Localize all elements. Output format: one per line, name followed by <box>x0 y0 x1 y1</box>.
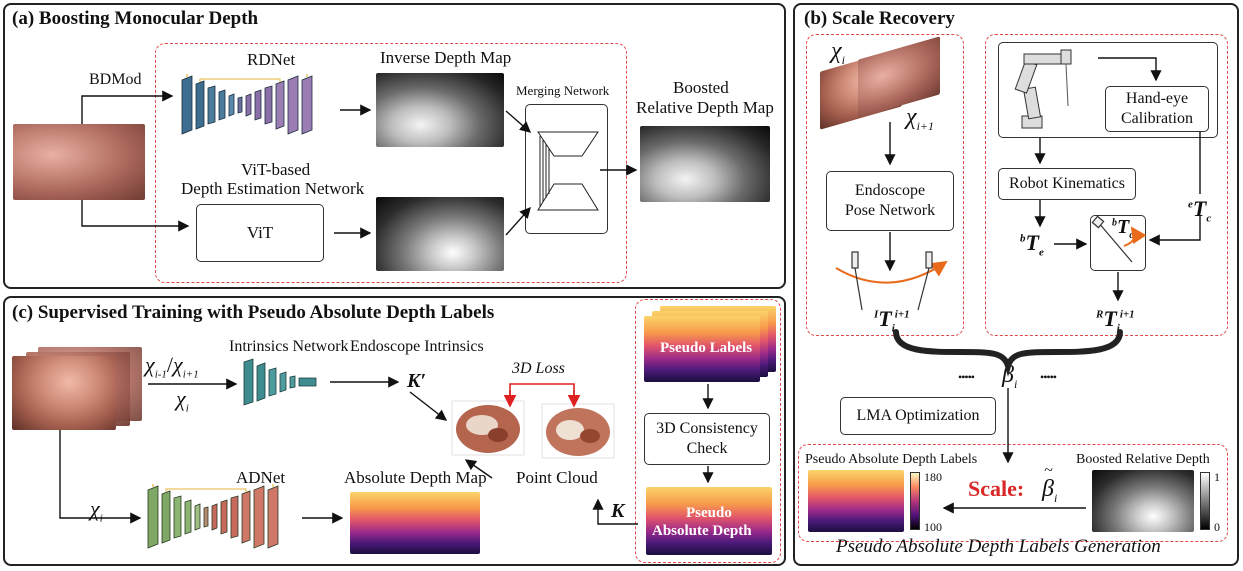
pose-dashed-region <box>806 34 964 336</box>
cbar1-max: 180 <box>924 470 942 484</box>
panel-scale-recovery <box>793 3 1239 566</box>
pseudo-abs-labels-caption: Pseudo Absolute Depth Labels <box>805 452 978 467</box>
robot-kinematics-box: Robot Kinematics <box>998 168 1136 200</box>
frame-i-label: χi <box>831 38 845 67</box>
adnet-network-icon <box>147 484 279 549</box>
boosted-relative-depth-image <box>640 126 770 202</box>
hand-eye-calibration-box: Hand-eye Calibration <box>1105 86 1209 132</box>
boosted-relative-colorbar <box>1200 472 1210 530</box>
vit-network-label-line2: Depth Estimation Network <box>181 179 365 198</box>
dots-right: ••••• <box>1040 370 1057 384</box>
endoscope-pose-network-box: Endoscope Pose Network <box>826 171 954 231</box>
panel-b-title: (b) Scale Recovery <box>804 8 955 29</box>
point-cloud-label: Point Cloud <box>516 468 598 487</box>
frame-i1-label: χi+1 <box>906 104 934 133</box>
pseudo-abs-depth-line2: Absolute Depth <box>652 523 752 539</box>
panel-a-dashed-region <box>155 43 627 283</box>
vit-box: ViT <box>196 204 324 262</box>
rdnet-network-icon <box>181 74 313 135</box>
merging-network-label: Merging Network <box>516 83 610 98</box>
consistency-check-box: 3D Consistency Check <box>644 413 770 465</box>
absolute-depth-map-label: Absolute Depth Map <box>344 468 487 487</box>
ITi-label: ITii+1 <box>874 306 910 335</box>
point-cloud-icon-left <box>451 400 525 456</box>
pseudo-abs-depth-image <box>808 470 904 532</box>
lma-optimization-box: LMA Optimization <box>840 397 996 435</box>
boosted-relative-caption: Boosted Relative Depth <box>1076 452 1210 467</box>
vit-network-label-line1: ViT-based <box>241 160 311 179</box>
eTc-label: eTc <box>1188 196 1212 225</box>
boosted-label-line2: Relative Depth Map <box>636 98 774 117</box>
panel-c-title: (c) Supervised Training with Pseudo Abso… <box>12 302 495 323</box>
absolute-depth-map-image <box>350 492 480 554</box>
pseudo-abs-depth-line1: Pseudo <box>686 505 732 521</box>
cbar1-min: 100 <box>924 520 942 534</box>
RTi-label: RTii+1 <box>1096 306 1135 335</box>
merging-network-icon <box>537 131 599 211</box>
panel-boosting-monocular-depth <box>3 3 786 289</box>
boosted-relative-image <box>1092 470 1194 532</box>
rdnet-label: RDNet <box>247 50 296 69</box>
dots-left: ••••• <box>958 370 975 384</box>
cbar2-min: 0 <box>1214 520 1220 534</box>
loss-3d-label: 3D Loss <box>512 360 565 377</box>
pseudo-absolute-depth-image <box>646 487 772 555</box>
x-pair-label: χi-1/χi+1 <box>145 352 199 381</box>
robot-dashed-region <box>985 34 1228 336</box>
beta-tilde-label: ~ βi <box>1042 462 1058 505</box>
pseudo-labels-caption: Pseudo Labels <box>660 340 753 356</box>
pseudo-abs-colorbar <box>910 472 920 530</box>
panel-supervised-training <box>3 296 786 566</box>
label-generation-dashed-region <box>798 444 1228 542</box>
pseudo-label-dashed-region <box>635 299 781 563</box>
inverse-depth-map-image <box>376 73 504 147</box>
input-frame-stack-1 <box>12 356 116 430</box>
inverse-depth-map-label: Inverse Depth Map <box>380 48 512 67</box>
vit-depth-map-image <box>376 197 504 271</box>
intrinsics-network-icon <box>243 358 317 406</box>
k-prime-label: K′ <box>407 370 426 392</box>
label-generation-footer: Pseudo Absolute Depth Labels Generation <box>836 536 1161 557</box>
panel-a-title: (a) Boosting Monocular Depth <box>12 8 259 29</box>
cbar2-max: 1 <box>1214 470 1220 484</box>
endoscope-intrinsics-label: Endoscope Intrinsics <box>350 338 484 355</box>
bTe-label: bTe <box>1020 230 1044 259</box>
boosted-label-line1: Boosted <box>673 78 729 97</box>
intrinsics-network-label: Intrinsics Network <box>229 338 349 355</box>
k-label: K <box>611 500 625 522</box>
bdmod-label: BDMod <box>89 71 142 88</box>
x-i-label: χi <box>176 386 189 415</box>
input-endoscope-image <box>13 124 145 200</box>
scale-label: Scale: <box>968 476 1025 501</box>
adnet-label: ADNet <box>236 468 286 487</box>
pseudo-labels-stack-1 <box>644 316 760 382</box>
merging-network-box <box>525 104 608 234</box>
robot-arm-icon <box>1014 49 1072 129</box>
